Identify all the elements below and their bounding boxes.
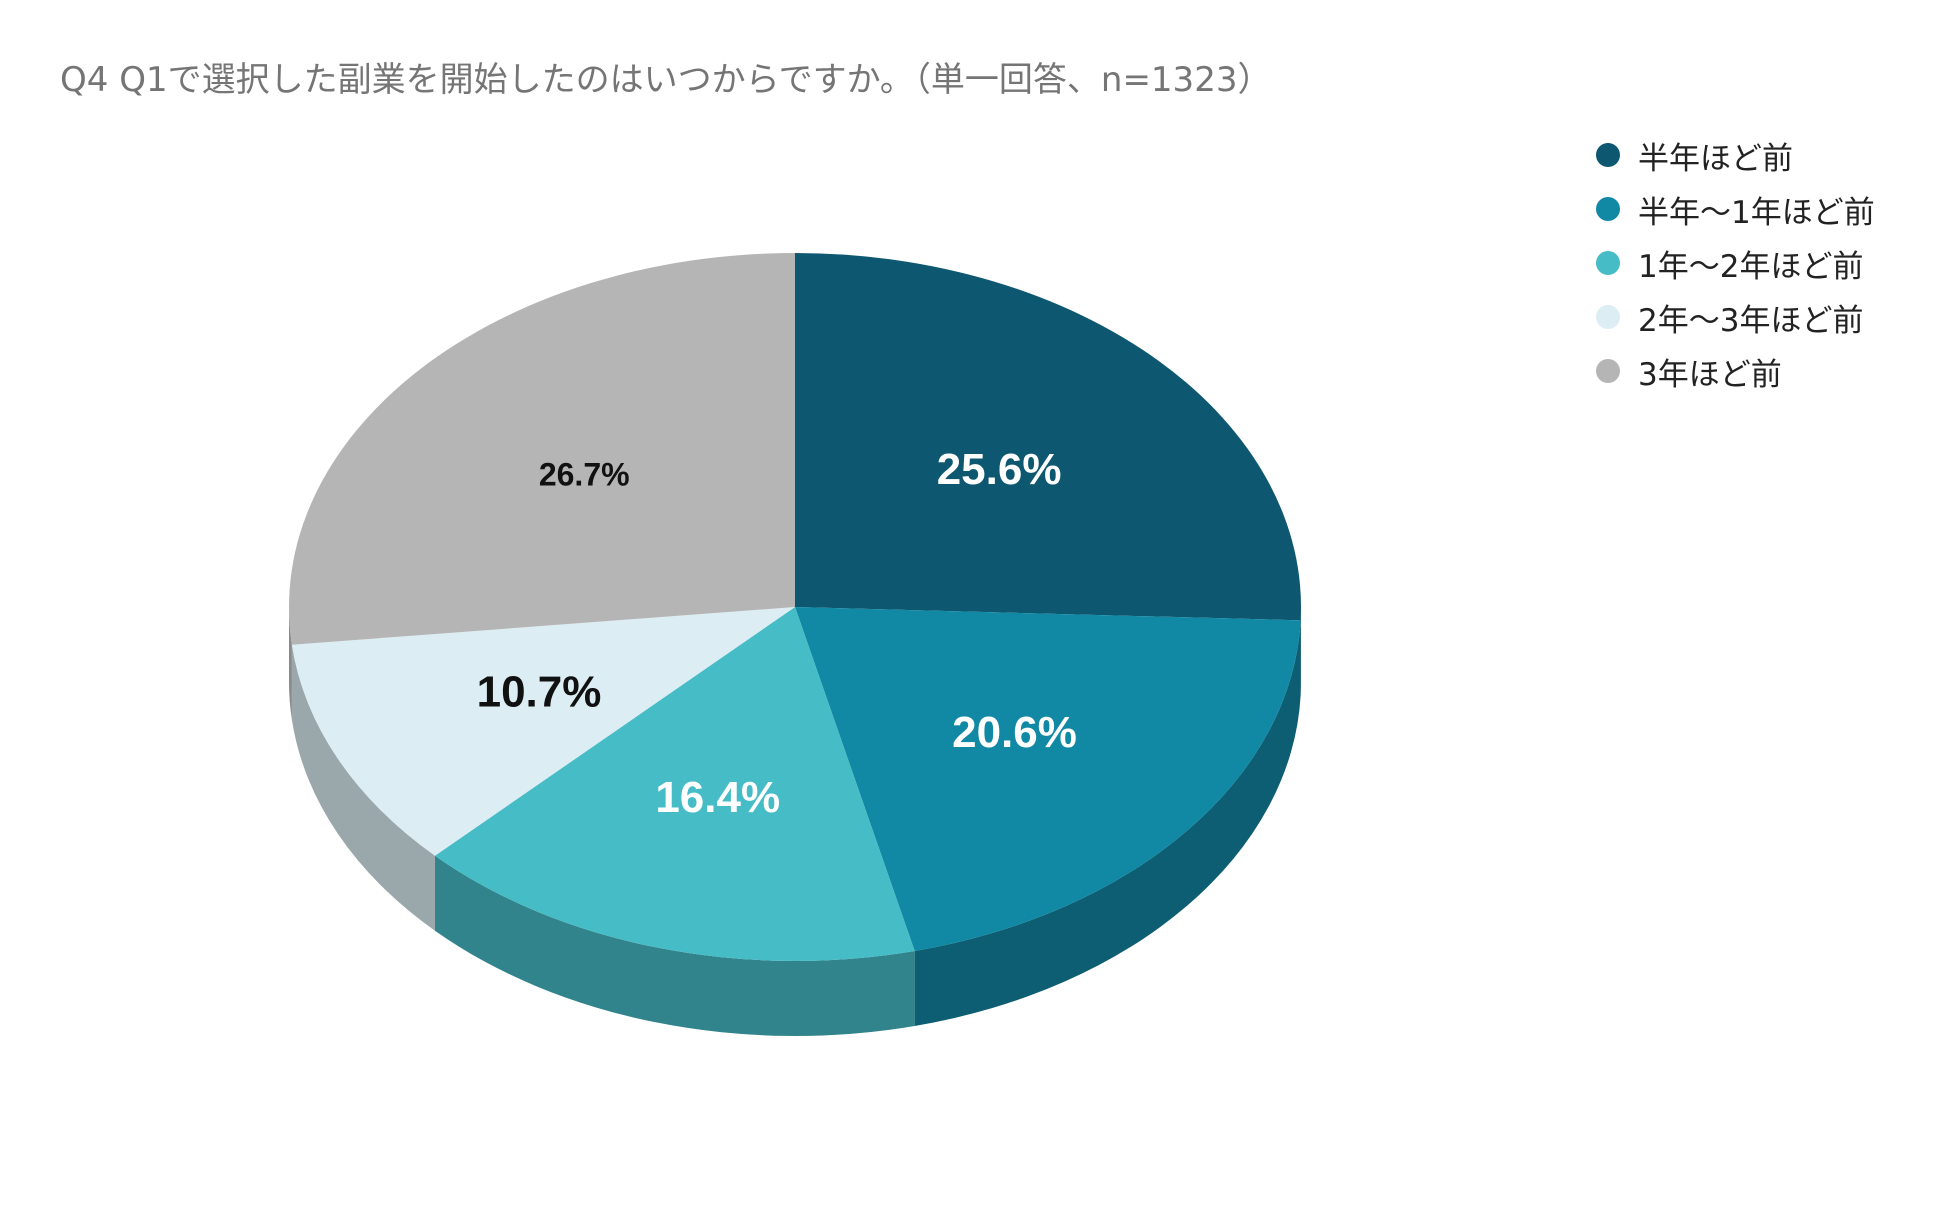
slice-4-label: 10.7%	[477, 668, 602, 717]
chart-legend: 半年ほど前半年〜1年ほど前 1年〜2年ほど前 2年〜3年ほど前 3年ほど前	[1596, 128, 1875, 398]
legend-label: 半年〜1年ほど前	[1638, 194, 1875, 231]
slice-4-face	[291, 607, 795, 856]
legend-swatch	[1596, 251, 1620, 275]
slice-5-side	[289, 607, 292, 720]
pie-top-faces	[289, 253, 1301, 962]
slice-5-face	[289, 253, 795, 645]
slice-2-side	[914, 620, 1301, 1026]
legend-swatch	[1596, 143, 1620, 167]
slice-3-face	[434, 607, 915, 962]
slice-1-face	[795, 253, 1301, 621]
legend-label: 3年ほど前	[1638, 356, 1782, 393]
legend-label: 2年〜3年ほど前	[1638, 302, 1864, 339]
legend-label: 半年ほど前	[1638, 140, 1793, 177]
legend-item: 半年ほど前	[1596, 128, 1875, 182]
legend-item: 半年〜1年ほど前	[1596, 182, 1875, 236]
legend-item: 2年〜3年ほど前	[1596, 290, 1875, 344]
slice-2-label: 20.6%	[952, 708, 1077, 757]
legend-swatch	[1596, 197, 1620, 221]
slice-2-face	[795, 607, 1301, 951]
pie-side-walls	[289, 607, 1301, 1036]
legend-swatch	[1596, 359, 1620, 383]
slice-4-side	[291, 644, 435, 931]
slice-3-label: 16.4%	[655, 773, 780, 822]
chart-title: Q4 Q1で選択した副業を開始したのはいつからですか。（単一回答、n=1323）	[60, 60, 1272, 100]
slice-5-label: 26.7%	[539, 457, 630, 493]
legend-label: 1年〜2年ほど前	[1638, 248, 1864, 285]
pie-data-labels: 25.6% 20.6% 16.4% 10.7% 26.7%	[477, 445, 1077, 822]
slice-3-side	[434, 855, 915, 1036]
legend-swatch	[1596, 305, 1620, 329]
legend-item: 3年ほど前	[1596, 344, 1875, 398]
legend-item: 1年〜2年ほど前	[1596, 236, 1875, 290]
slice-1-label: 25.6%	[937, 445, 1062, 494]
